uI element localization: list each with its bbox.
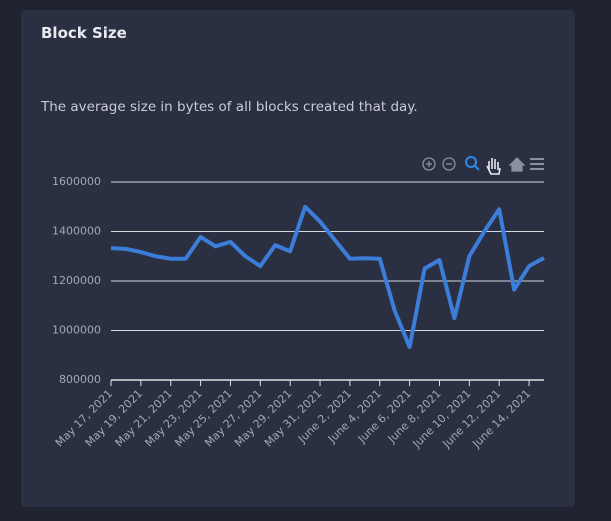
y-tick-label: 1400000 <box>52 225 101 238</box>
y-tick-label: 1000000 <box>52 324 101 337</box>
menu-button[interactable] <box>530 158 544 170</box>
y-tick-label: 800000 <box>59 373 101 386</box>
toolbar <box>422 156 544 175</box>
data-line <box>110 204 545 350</box>
card: Block Size The average size in bytes of … <box>21 10 575 507</box>
reset-button[interactable] <box>508 157 526 172</box>
card-title: Block Size <box>41 24 127 42</box>
card-subtitle: The average size in bytes of all blocks … <box>41 99 418 115</box>
pan-button[interactable] <box>486 158 501 175</box>
y-tick-label: 1200000 <box>52 274 101 287</box>
zoom-out-button[interactable] <box>442 157 456 171</box>
zoom-in-button[interactable] <box>422 157 436 171</box>
y-tick-label: 1600000 <box>52 175 101 188</box>
zoom-button[interactable] <box>465 156 480 171</box>
